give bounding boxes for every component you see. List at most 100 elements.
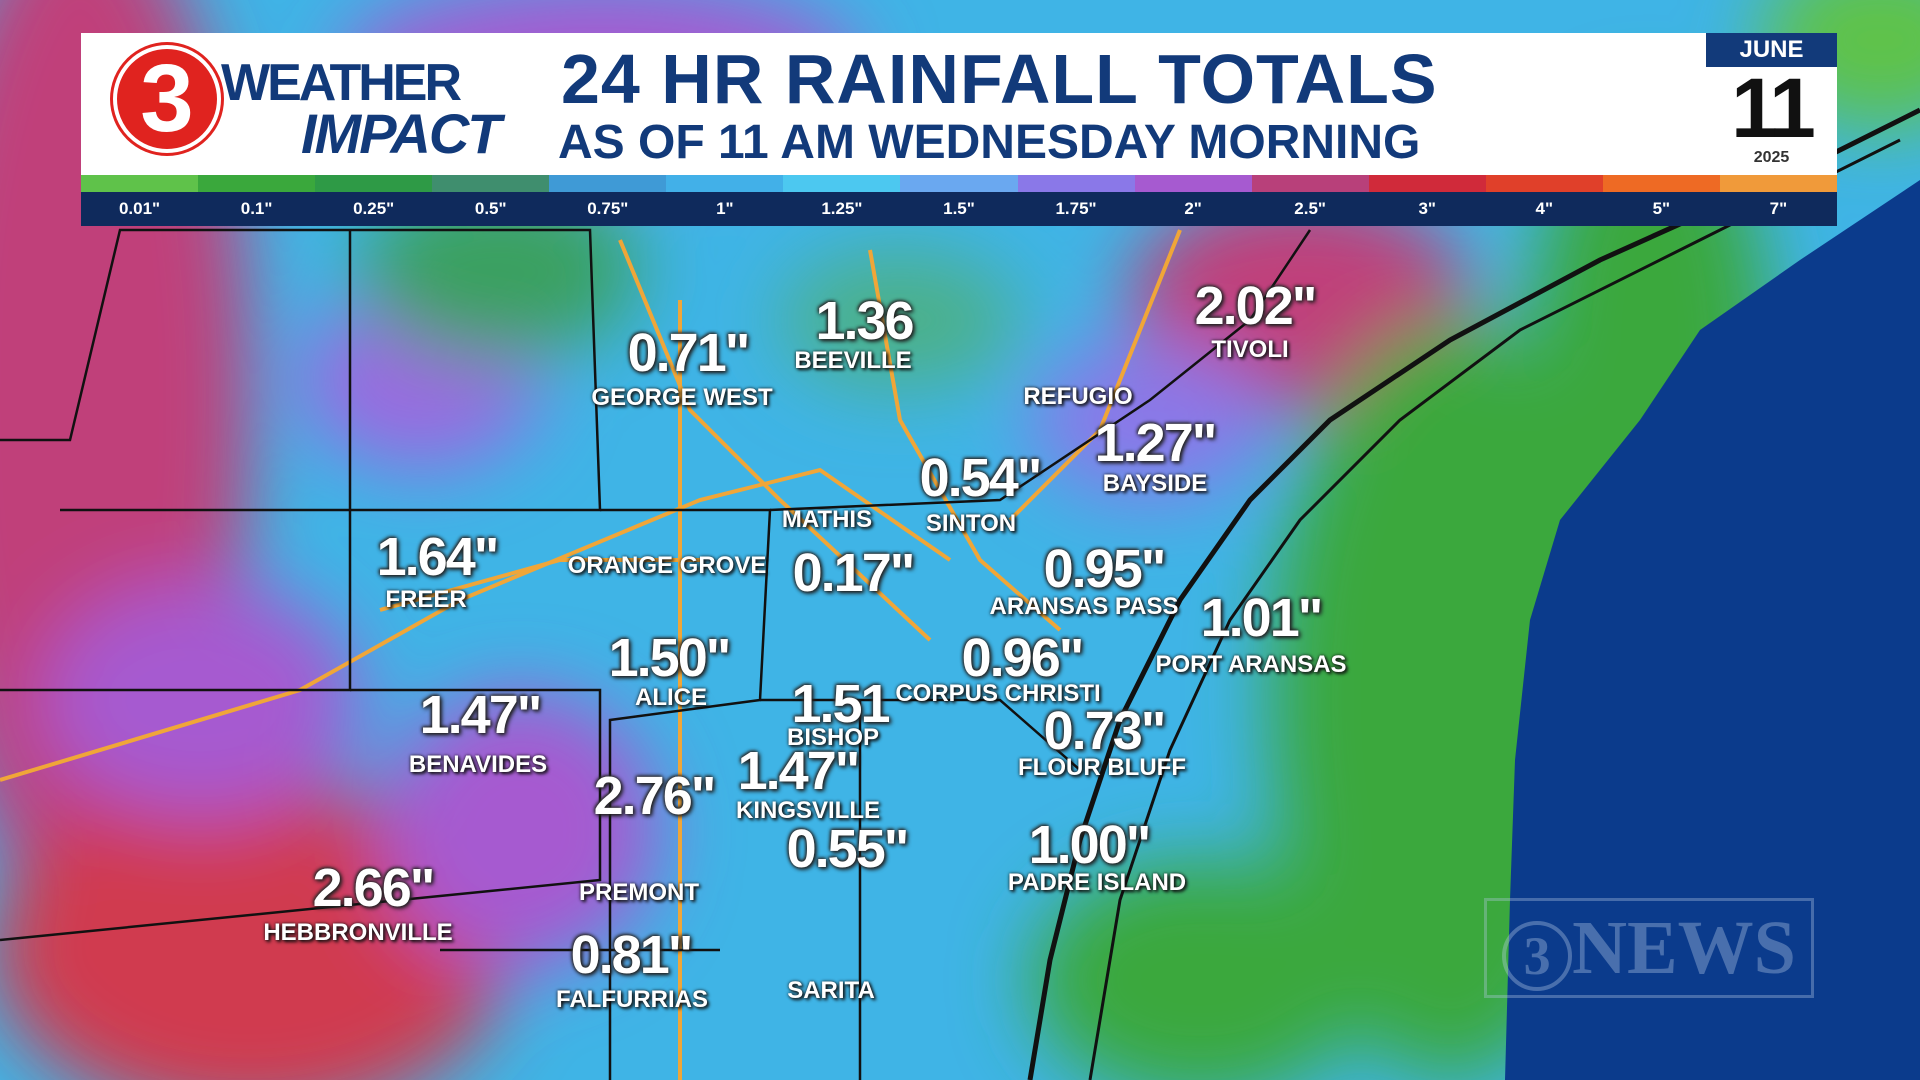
place-name: PORT ARANSAS bbox=[1155, 651, 1347, 678]
legend-swatch bbox=[900, 175, 1018, 192]
place-name: HEBBRONVILLE bbox=[263, 919, 453, 946]
rain-total: 1.36 bbox=[815, 291, 914, 351]
legend-label: 3" bbox=[1418, 199, 1436, 218]
legend-label: 1.75" bbox=[1055, 199, 1097, 218]
legend-item: 5" bbox=[1602, 175, 1720, 226]
legend-item: 1" bbox=[666, 175, 784, 226]
legend-item: 3" bbox=[1368, 175, 1486, 226]
legend-swatch bbox=[315, 175, 433, 192]
legend-swatch bbox=[81, 175, 199, 192]
place-name: BAYSIDE bbox=[1102, 470, 1208, 497]
place-name: REFUGIO bbox=[1023, 383, 1133, 410]
date-box: JUNE 11 2025 bbox=[1706, 33, 1837, 175]
rain-total: 1.64" bbox=[376, 527, 500, 587]
legend-swatch bbox=[1017, 175, 1135, 192]
legend: 0.01" 0.1" 0.25" 0.5" 0.75" 1" 1.25" 1.5" 1.75" 2… bbox=[81, 175, 1837, 226]
legend-swatch bbox=[783, 175, 901, 192]
legend-item: 0.5" bbox=[432, 175, 550, 226]
place-name: SARITA bbox=[787, 977, 875, 1004]
place-name: PADRE ISLAND bbox=[1007, 869, 1187, 896]
watermark-text: NEWS bbox=[1572, 906, 1796, 990]
header-banner: 3 WEATHER IMPACT 24 HR RAINFALL TOTALS A… bbox=[81, 33, 1837, 175]
rain-total: 2.02" bbox=[1194, 276, 1318, 336]
place-name: ORANGE GROVE bbox=[567, 552, 767, 579]
place-name: SINTON bbox=[925, 510, 1017, 537]
legend-label: 1" bbox=[716, 199, 734, 218]
logo-line2: IMPACT bbox=[301, 102, 501, 165]
day: 11 bbox=[1731, 61, 1816, 155]
legend-label: 2" bbox=[1184, 199, 1202, 218]
legend-label: 0.5" bbox=[474, 199, 507, 218]
legend-swatch bbox=[1134, 175, 1252, 192]
place-name: KINGSVILLE bbox=[735, 797, 881, 824]
place-name: FALFURRIAS bbox=[556, 986, 708, 1013]
legend-item: 0.25" bbox=[315, 175, 433, 226]
place-name: CORPUS CHRISTI bbox=[895, 680, 1101, 707]
place-name: ARANSAS PASS bbox=[989, 593, 1179, 620]
legend-item: 2.5" bbox=[1251, 175, 1369, 226]
rain-total: 0.55" bbox=[786, 819, 910, 879]
title: 24 HR RAINFALL TOTALS bbox=[561, 40, 1438, 118]
legend-label: 4" bbox=[1535, 199, 1554, 218]
rain-total: 0.81" bbox=[570, 925, 694, 985]
rain-total: 0.96" bbox=[961, 628, 1085, 688]
legend-swatch bbox=[549, 175, 667, 192]
subtitle: AS OF 11 AM WEDNESDAY MORNING bbox=[558, 116, 1421, 169]
legend-label: 0.1" bbox=[240, 199, 273, 218]
legend-label: 0.75" bbox=[587, 199, 629, 218]
legend-label: 0.01" bbox=[118, 199, 161, 218]
rain-total: 0.54" bbox=[919, 448, 1043, 508]
rain-total: 0.95" bbox=[1043, 539, 1167, 599]
watermark-number: 3 bbox=[1502, 920, 1573, 991]
legend-item: 4" bbox=[1485, 175, 1603, 226]
legend-swatch bbox=[198, 175, 316, 192]
rain-total: 1.00" bbox=[1028, 815, 1152, 875]
watermark: 3 NEWS bbox=[1484, 898, 1814, 998]
legend-item: 0.75" bbox=[549, 175, 667, 226]
legend-label: 2.5" bbox=[1294, 199, 1326, 218]
rain-total: 1.51 bbox=[791, 674, 890, 734]
legend-label: 5" bbox=[1652, 199, 1671, 218]
year: 2025 bbox=[1753, 149, 1790, 166]
place-name: BEEVILLE bbox=[794, 347, 912, 374]
rain-total: 1.47" bbox=[419, 685, 543, 745]
legend-label: 7" bbox=[1769, 199, 1788, 218]
coastline bbox=[1027, 107, 1920, 1080]
logo-line1: WEATHER bbox=[221, 54, 462, 112]
rain-total: 0.71" bbox=[627, 323, 751, 383]
barrier-island bbox=[1088, 138, 1901, 1080]
legend-item: 2" bbox=[1134, 175, 1252, 226]
place-name: FREER bbox=[385, 586, 467, 613]
rain-total: 1.01" bbox=[1200, 588, 1324, 648]
place-name: MATHIS bbox=[781, 506, 873, 533]
legend-item: 0.1" bbox=[198, 175, 316, 226]
legend-item: 1.5" bbox=[900, 175, 1018, 226]
legend-swatch bbox=[1251, 175, 1369, 192]
county-lines bbox=[0, 228, 1312, 1080]
legend-swatch bbox=[432, 175, 550, 192]
legend-label: 0.25" bbox=[353, 199, 395, 218]
rain-total: 0.73" bbox=[1043, 701, 1167, 761]
rain-total: 1.47" bbox=[737, 741, 861, 801]
place-name: TIVOLI bbox=[1211, 336, 1289, 363]
legend-item: 7" bbox=[1719, 175, 1837, 226]
ocean bbox=[1505, 180, 1920, 1080]
legend-label: 1.5" bbox=[943, 199, 975, 218]
rain-total: 1.27" bbox=[1094, 413, 1218, 473]
place-name: GEORGE WEST bbox=[591, 384, 773, 411]
place-name: FLOUR BLUFF bbox=[1018, 754, 1186, 781]
place-name: PREMONT bbox=[579, 879, 699, 906]
legend-swatch bbox=[1602, 175, 1720, 192]
place-name: BISHOP bbox=[786, 724, 880, 751]
legend-swatch bbox=[1485, 175, 1603, 192]
place-name: ALICE bbox=[635, 684, 707, 711]
legend-swatch bbox=[666, 175, 784, 192]
legend-swatch bbox=[1368, 175, 1486, 192]
logo-number: 3 bbox=[113, 45, 221, 153]
rain-total: 2.76" bbox=[593, 766, 717, 826]
rain-total: 1.50" bbox=[608, 628, 732, 688]
legend-item: 1.25" bbox=[783, 175, 901, 226]
month: JUNE bbox=[1706, 33, 1837, 67]
place-name: BENAVIDES bbox=[408, 751, 548, 778]
